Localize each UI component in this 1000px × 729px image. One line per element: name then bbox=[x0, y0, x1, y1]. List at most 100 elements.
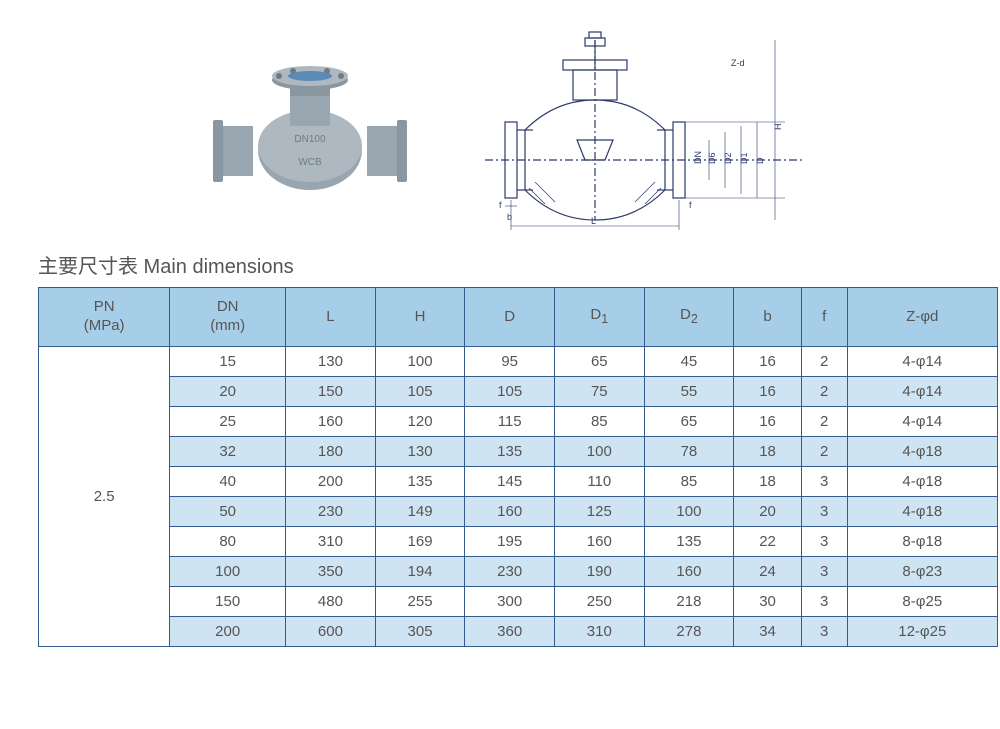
table-cell: 20 bbox=[734, 497, 802, 527]
table-cell: 105 bbox=[375, 377, 465, 407]
table-cell: 160 bbox=[286, 407, 376, 437]
table-cell: 3 bbox=[801, 557, 847, 587]
table-cell: 30 bbox=[734, 587, 802, 617]
table-cell: 230 bbox=[465, 557, 555, 587]
table-cell: 8-φ23 bbox=[847, 557, 997, 587]
table-cell: 218 bbox=[644, 587, 734, 617]
table-cell: 305 bbox=[375, 617, 465, 647]
table-cell: 169 bbox=[375, 527, 465, 557]
table-cell: 125 bbox=[554, 497, 644, 527]
table-cell: 600 bbox=[286, 617, 376, 647]
dim-label-b: b bbox=[507, 212, 512, 222]
col-header: b bbox=[734, 288, 802, 347]
table-cell: 100 bbox=[170, 557, 286, 587]
table-row: 803101691951601352238-φ18 bbox=[39, 527, 998, 557]
table-cell: 8-φ25 bbox=[847, 587, 997, 617]
table-cell: 45 bbox=[644, 347, 734, 377]
col-header: PN(MPa) bbox=[39, 288, 170, 347]
table-cell: 3 bbox=[801, 497, 847, 527]
table-cell: 4-φ14 bbox=[847, 347, 997, 377]
table-cell: 34 bbox=[734, 617, 802, 647]
table-cell: 40 bbox=[170, 467, 286, 497]
table-cell: 4-φ18 bbox=[847, 437, 997, 467]
table-cell: 130 bbox=[375, 437, 465, 467]
table-cell: 22 bbox=[734, 527, 802, 557]
dim-label-D6: D6 bbox=[707, 152, 717, 164]
table-row: 2015010510575551624-φ14 bbox=[39, 377, 998, 407]
table-cell: 2 bbox=[801, 437, 847, 467]
table-cell: 160 bbox=[554, 527, 644, 557]
table-cell: 8-φ18 bbox=[847, 527, 997, 557]
col-header: H bbox=[375, 288, 465, 347]
table-cell: 115 bbox=[465, 407, 555, 437]
table-cell: 85 bbox=[554, 407, 644, 437]
table-cell: 135 bbox=[644, 527, 734, 557]
table-cell: 3 bbox=[801, 527, 847, 557]
table-cell: 480 bbox=[286, 587, 376, 617]
table-row: 502301491601251002034-φ18 bbox=[39, 497, 998, 527]
table-cell: 160 bbox=[465, 497, 555, 527]
table-cell: 4-φ18 bbox=[847, 497, 997, 527]
figure-row: DN100 WCB bbox=[20, 30, 980, 230]
table-cell: 55 bbox=[644, 377, 734, 407]
table-cell: 12-φ25 bbox=[847, 617, 997, 647]
table-cell: 4-φ18 bbox=[847, 467, 997, 497]
dim-label-f2: f bbox=[689, 200, 692, 210]
table-cell: 78 bbox=[644, 437, 734, 467]
dimensions-table: PN(MPa)DN(mm)LHDD1D2bfZ-φd 2.51513010095… bbox=[38, 287, 998, 647]
table-cell: 3 bbox=[801, 467, 847, 497]
table-cell: 18 bbox=[734, 467, 802, 497]
table-body: 2.5151301009565451624-φ14201501051057555… bbox=[39, 347, 998, 647]
table-cell: 150 bbox=[170, 587, 286, 617]
col-header: D2 bbox=[644, 288, 734, 347]
table-cell: 65 bbox=[554, 347, 644, 377]
dim-label-zd: Z-d bbox=[731, 58, 745, 68]
col-header: L bbox=[286, 288, 376, 347]
valve-technical-drawing: Z-d H D D1 D2 D6 DN f f b L bbox=[485, 30, 805, 230]
table-cell: 20 bbox=[170, 377, 286, 407]
table-cell: 3 bbox=[801, 617, 847, 647]
table-cell: 100 bbox=[644, 497, 734, 527]
table-cell: 194 bbox=[375, 557, 465, 587]
valve-photo: DN100 WCB bbox=[195, 30, 425, 230]
dim-label-H: H bbox=[773, 124, 783, 131]
table-cell: 278 bbox=[644, 617, 734, 647]
table-row: 20060030536031027834312-φ25 bbox=[39, 617, 998, 647]
dim-label-D2: D2 bbox=[723, 152, 733, 164]
table-cell: 16 bbox=[734, 407, 802, 437]
svg-text:DN100: DN100 bbox=[294, 134, 326, 145]
table-cell: 310 bbox=[286, 527, 376, 557]
svg-text:WCB: WCB bbox=[298, 157, 322, 168]
section-title: 主要尺寸表 Main dimensions bbox=[38, 250, 980, 279]
dim-label-L: L bbox=[591, 216, 596, 226]
table-cell: 360 bbox=[465, 617, 555, 647]
table-cell: 4-φ14 bbox=[847, 377, 997, 407]
table-cell: 200 bbox=[286, 467, 376, 497]
col-header: Z-φd bbox=[847, 288, 997, 347]
col-header: f bbox=[801, 288, 847, 347]
table-cell: 100 bbox=[375, 347, 465, 377]
table-header: PN(MPa)DN(mm)LHDD1D2bfZ-φd bbox=[39, 288, 998, 347]
table-cell: 18 bbox=[734, 437, 802, 467]
table-cell: 310 bbox=[554, 617, 644, 647]
table-row: 1504802553002502183038-φ25 bbox=[39, 587, 998, 617]
table-cell: 145 bbox=[465, 467, 555, 497]
table-cell: 4-φ14 bbox=[847, 407, 997, 437]
table-cell: 2 bbox=[801, 407, 847, 437]
table-row: 1003501942301901602438-φ23 bbox=[39, 557, 998, 587]
table-cell: 50 bbox=[170, 497, 286, 527]
dim-label-D: D bbox=[755, 157, 765, 164]
table-cell: 250 bbox=[554, 587, 644, 617]
table-cell: 120 bbox=[375, 407, 465, 437]
table-cell: 25 bbox=[170, 407, 286, 437]
table-cell: 85 bbox=[644, 467, 734, 497]
table-cell: 190 bbox=[554, 557, 644, 587]
table-cell: 195 bbox=[465, 527, 555, 557]
dim-label-f1: f bbox=[499, 200, 502, 210]
table-cell: 200 bbox=[170, 617, 286, 647]
table-cell: 16 bbox=[734, 377, 802, 407]
table-cell: 95 bbox=[465, 347, 555, 377]
table-cell: 15 bbox=[170, 347, 286, 377]
table-cell: 160 bbox=[644, 557, 734, 587]
table-cell: 100 bbox=[554, 437, 644, 467]
